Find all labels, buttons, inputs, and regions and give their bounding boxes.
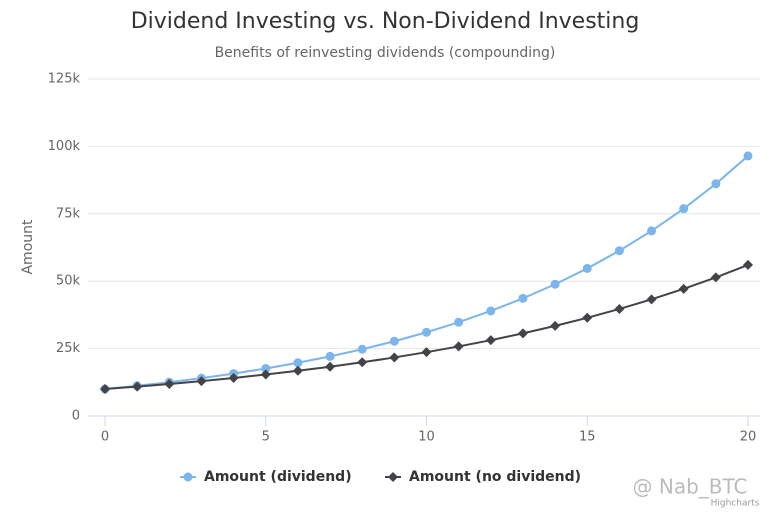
data-point [196,376,207,387]
y-axis-label: Amount [20,219,36,275]
legend-marker [388,472,398,482]
data-point [550,279,560,289]
data-point [485,335,496,346]
data-point [518,293,528,303]
x-tick-label: 10 [418,430,435,445]
data-point [711,179,721,189]
data-point [325,361,336,372]
data-point [743,151,753,161]
data-point [614,246,624,256]
data-point [614,303,625,314]
credits: Highcharts [711,499,760,509]
data-point [357,357,368,368]
data-point [517,328,528,339]
data-point [292,365,303,376]
data-point [646,294,657,305]
data-point [228,372,239,383]
y-tick-label: 0 [72,409,80,424]
data-point [454,317,464,327]
data-point [164,378,175,389]
data-point [261,363,271,373]
data-point [647,226,657,236]
y-tick-label: 75k [56,206,81,221]
y-tick-label: 25k [56,341,81,356]
data-point [421,347,432,358]
data-point [132,381,143,392]
data-point [357,344,367,354]
legend-label: Amount (dividend) [204,469,352,485]
data-point [679,204,689,214]
data-point [389,352,400,363]
data-point [710,272,721,283]
y-tick-label: 125k [48,72,81,87]
data-point [743,259,753,270]
data-point [453,341,464,352]
watermark: @ Nab_BTC [633,475,748,499]
data-point [422,327,431,337]
y-tick-label: 100k [48,139,81,154]
data-point [678,283,689,294]
data-point [582,263,592,273]
legend-marker [183,472,193,482]
data-point [100,384,110,395]
data-point [293,358,303,368]
data-point [389,336,399,346]
x-tick-label: 5 [262,430,270,445]
series-line [104,263,749,391]
data-point [582,312,593,323]
x-tick-label: 15 [579,430,596,445]
data-point [486,306,496,316]
y-tick-label: 50k [56,274,81,289]
x-tick-label: 20 [740,430,757,445]
x-tick-label: 0 [101,430,109,445]
legend-label: Amount (no dividend) [409,469,581,485]
chart-subtitle: Benefits of reinvesting dividends (compo… [215,45,556,61]
data-point [550,320,561,331]
chart-title: Dividend Investing vs. Non-Dividend Inve… [131,9,640,34]
data-point [325,351,335,361]
data-point [260,369,271,380]
